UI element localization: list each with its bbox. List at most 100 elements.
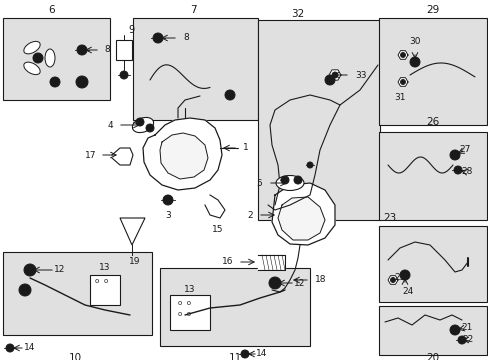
Ellipse shape: [132, 117, 153, 132]
Text: 29: 29: [426, 5, 439, 15]
Circle shape: [293, 176, 302, 184]
Circle shape: [449, 325, 459, 335]
Bar: [378, 18, 486, 125]
Text: 26: 26: [426, 117, 439, 127]
Circle shape: [227, 92, 232, 98]
Circle shape: [457, 336, 465, 344]
Circle shape: [306, 162, 312, 168]
Ellipse shape: [275, 175, 304, 190]
Text: 8: 8: [183, 33, 188, 42]
Circle shape: [19, 284, 31, 296]
Circle shape: [27, 267, 33, 273]
Text: 6: 6: [49, 5, 55, 15]
Text: 11: 11: [228, 353, 241, 360]
Text: 32: 32: [291, 9, 304, 19]
Text: 21: 21: [460, 324, 472, 333]
Text: 16: 16: [221, 257, 232, 266]
Text: 31: 31: [393, 94, 405, 103]
Text: 14: 14: [24, 343, 36, 352]
Ellipse shape: [24, 41, 40, 54]
Circle shape: [451, 327, 457, 333]
Bar: [3, 252, 152, 335]
Polygon shape: [112, 148, 133, 165]
Text: o  o: o o: [178, 300, 191, 306]
Bar: [378, 306, 486, 355]
Circle shape: [390, 278, 395, 283]
Ellipse shape: [24, 62, 40, 75]
Circle shape: [402, 272, 407, 278]
Bar: [116, 40, 132, 60]
Circle shape: [50, 77, 60, 87]
Circle shape: [271, 280, 278, 286]
Text: 7: 7: [189, 5, 196, 15]
Text: 22: 22: [462, 336, 473, 345]
Text: 1: 1: [243, 144, 248, 153]
Text: 12: 12: [54, 266, 65, 274]
Text: 14: 14: [256, 350, 267, 359]
Circle shape: [21, 287, 28, 293]
Polygon shape: [120, 218, 145, 245]
Text: 13: 13: [99, 264, 110, 273]
Circle shape: [163, 195, 173, 205]
Circle shape: [399, 270, 409, 280]
Polygon shape: [258, 255, 285, 270]
Circle shape: [136, 118, 143, 126]
Text: 27: 27: [458, 145, 470, 154]
Polygon shape: [278, 197, 325, 240]
Text: 24: 24: [402, 288, 413, 297]
Circle shape: [33, 53, 43, 63]
Circle shape: [268, 277, 281, 289]
Bar: [90, 275, 120, 305]
Bar: [170, 295, 209, 330]
Text: o  o: o o: [178, 311, 191, 317]
Bar: [133, 18, 258, 120]
Text: o: o: [95, 278, 99, 284]
Text: 23: 23: [383, 213, 396, 223]
Text: 13: 13: [184, 285, 195, 294]
Circle shape: [76, 76, 88, 88]
Circle shape: [6, 344, 14, 352]
Text: 4: 4: [107, 121, 113, 130]
Polygon shape: [397, 51, 407, 59]
Circle shape: [241, 350, 248, 358]
Polygon shape: [328, 70, 340, 80]
Circle shape: [77, 45, 87, 55]
Circle shape: [79, 79, 85, 85]
Text: 15: 15: [212, 225, 224, 234]
Circle shape: [146, 124, 154, 132]
Text: 19: 19: [129, 257, 141, 266]
Circle shape: [224, 90, 235, 100]
Text: 5: 5: [256, 179, 262, 188]
Text: 10: 10: [68, 353, 81, 360]
Circle shape: [153, 33, 163, 43]
Circle shape: [400, 80, 405, 85]
Text: 33: 33: [354, 71, 366, 80]
Text: 12: 12: [294, 279, 305, 288]
Text: 3: 3: [165, 211, 170, 220]
Polygon shape: [387, 276, 397, 284]
Text: 2: 2: [247, 211, 252, 220]
Circle shape: [52, 79, 58, 85]
Circle shape: [326, 77, 332, 83]
Circle shape: [451, 152, 457, 158]
Bar: [3, 18, 110, 100]
Circle shape: [281, 176, 288, 184]
Text: 8: 8: [104, 45, 109, 54]
Text: 28: 28: [460, 167, 472, 176]
Text: 20: 20: [426, 353, 439, 360]
Text: o: o: [104, 278, 108, 284]
Polygon shape: [160, 133, 207, 179]
Bar: [378, 132, 486, 220]
Text: 18: 18: [314, 275, 326, 284]
Circle shape: [24, 264, 36, 276]
Bar: [378, 226, 486, 302]
Text: 9: 9: [128, 25, 134, 35]
Bar: [258, 20, 379, 220]
Text: 30: 30: [408, 37, 420, 46]
Circle shape: [325, 75, 334, 85]
Polygon shape: [271, 183, 334, 245]
Polygon shape: [397, 78, 407, 86]
Circle shape: [449, 150, 459, 160]
Circle shape: [409, 57, 419, 67]
Polygon shape: [204, 195, 224, 218]
